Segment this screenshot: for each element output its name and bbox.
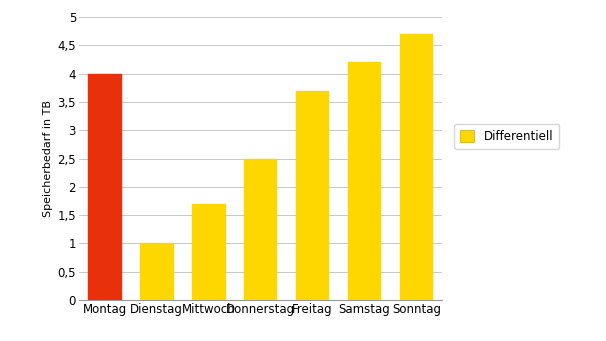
Bar <box>140 243 173 300</box>
Bar <box>244 159 278 300</box>
Y-axis label: Speicherbedarf in TB: Speicherbedarf in TB <box>43 100 53 217</box>
Bar <box>348 62 381 300</box>
Bar <box>88 74 122 300</box>
Bar <box>191 204 225 300</box>
Bar <box>399 34 433 300</box>
Bar <box>296 91 330 300</box>
Legend: Differentiell: Differentiell <box>454 124 559 149</box>
